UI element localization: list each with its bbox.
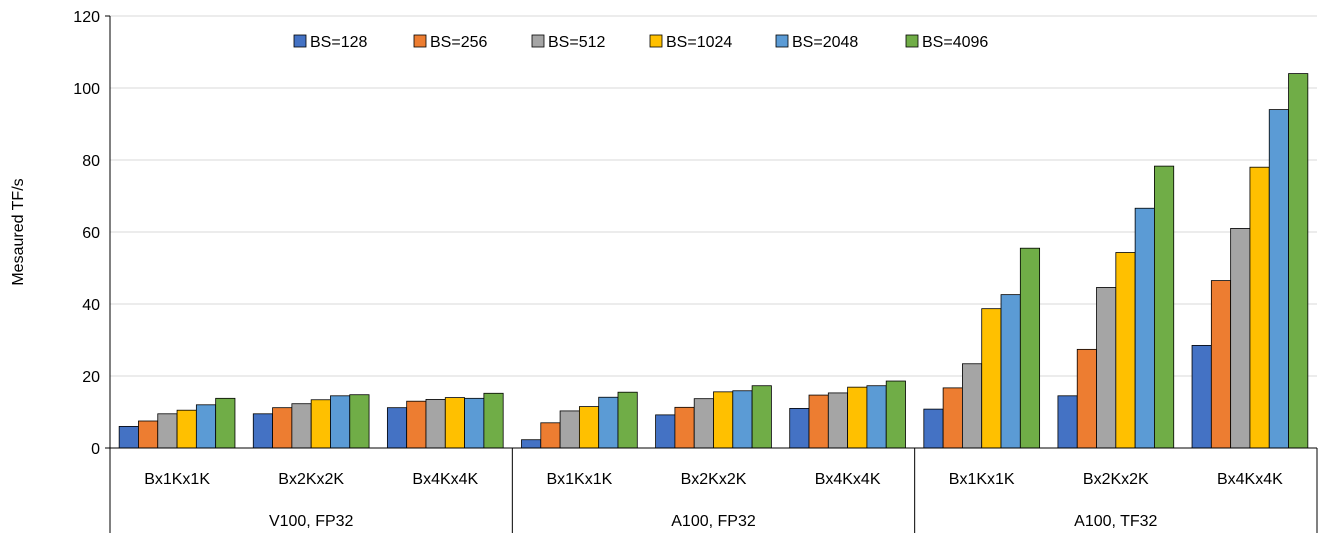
bar bbox=[1154, 165, 1175, 449]
bar bbox=[617, 391, 638, 449]
legend-swatch bbox=[293, 34, 307, 48]
x-category-label: Bx4Kx4K bbox=[412, 471, 478, 488]
bar bbox=[981, 308, 1002, 449]
x-category-label: Bx2Kx2K bbox=[681, 471, 747, 488]
bar bbox=[252, 413, 273, 449]
bar bbox=[330, 395, 351, 449]
legend-label: BS=2048 bbox=[792, 34, 858, 51]
bar bbox=[1268, 109, 1289, 449]
legend-label: BS=128 bbox=[310, 34, 367, 51]
bar bbox=[1057, 395, 1078, 449]
bar bbox=[885, 380, 906, 449]
x-category-label: Bx1Kx1K bbox=[144, 471, 210, 488]
bar bbox=[693, 398, 714, 449]
bar bbox=[464, 397, 485, 449]
bar bbox=[751, 385, 772, 449]
bar bbox=[215, 397, 236, 449]
bar bbox=[559, 410, 580, 449]
legend-swatch bbox=[775, 34, 789, 48]
bar bbox=[1096, 287, 1117, 449]
bar bbox=[1000, 294, 1021, 449]
bar bbox=[386, 407, 408, 449]
y-tick-label: 100 bbox=[73, 81, 100, 98]
bar bbox=[674, 406, 695, 449]
bar bbox=[808, 394, 829, 449]
bar bbox=[157, 413, 178, 449]
bar bbox=[655, 414, 676, 449]
bar bbox=[425, 398, 446, 449]
x-group-label: V100, FP32 bbox=[269, 513, 354, 530]
y-axis-title: Mesaured TF/s bbox=[10, 178, 27, 285]
y-tick-label: 60 bbox=[82, 225, 100, 242]
bar bbox=[195, 404, 217, 449]
y-tick-label: 20 bbox=[82, 369, 100, 386]
legend-label: BS=256 bbox=[430, 34, 487, 51]
bar bbox=[598, 396, 619, 449]
bar bbox=[521, 439, 542, 449]
bar bbox=[789, 407, 810, 449]
bar bbox=[1019, 247, 1041, 449]
bar bbox=[1115, 252, 1136, 449]
bar bbox=[176, 409, 197, 449]
bar bbox=[1210, 280, 1232, 449]
bar bbox=[847, 386, 868, 449]
legend-label: BS=1024 bbox=[666, 34, 732, 51]
bar bbox=[962, 363, 983, 449]
bar bbox=[310, 399, 331, 449]
bar-series bbox=[118, 73, 1309, 449]
bar bbox=[827, 392, 849, 449]
bar bbox=[1288, 73, 1309, 449]
bar bbox=[1191, 344, 1212, 449]
bar bbox=[923, 408, 944, 449]
bar bbox=[578, 406, 600, 449]
bar bbox=[540, 422, 561, 449]
bar bbox=[713, 391, 734, 449]
x-category-label: Bx1Kx1K bbox=[546, 471, 612, 488]
x-category-label: Bx2Kx2K bbox=[1083, 471, 1149, 488]
legend-swatch bbox=[905, 34, 919, 48]
y-tick-label: 80 bbox=[82, 153, 100, 170]
bar bbox=[444, 397, 465, 449]
y-tick-label: 40 bbox=[82, 297, 100, 314]
bar bbox=[1249, 166, 1270, 449]
legend-swatch bbox=[649, 34, 663, 48]
x-axis-group-labels: V100, FP32 A100, FP32 A100, TF32 bbox=[269, 513, 1158, 530]
legend-label: BS=512 bbox=[548, 34, 605, 51]
bar bbox=[349, 394, 370, 449]
bar bbox=[138, 420, 159, 449]
legend-swatch bbox=[531, 34, 545, 48]
bar bbox=[483, 392, 504, 449]
x-category-label: Bx2Kx2K bbox=[278, 471, 344, 488]
x-axis-category-labels: Bx1Kx1K Bx2Kx2K Bx4Kx4K Bx1Kx1K Bx2Kx2K Bx4Kx… bbox=[144, 471, 1283, 488]
y-axis-ticks: 0 20 40 60 80 100 120 bbox=[73, 9, 100, 458]
bar bbox=[866, 385, 887, 449]
bar bbox=[732, 390, 753, 449]
legend-label: BS=4096 bbox=[922, 34, 988, 51]
x-category-label: Bx4Kx4K bbox=[1217, 471, 1283, 488]
bar bbox=[291, 403, 312, 449]
bar bbox=[406, 400, 427, 449]
bar bbox=[942, 387, 963, 449]
axes bbox=[105, 15, 1318, 533]
y-tick-label: 0 bbox=[91, 441, 100, 458]
x-group-label: A100, FP32 bbox=[671, 513, 756, 530]
x-group-label: A100, TF32 bbox=[1074, 513, 1157, 530]
bar bbox=[1076, 348, 1097, 449]
bar bbox=[272, 407, 293, 449]
bar bbox=[1134, 207, 1155, 449]
bar bbox=[1230, 227, 1251, 449]
x-category-label: Bx1Kx1K bbox=[949, 471, 1015, 488]
bar bbox=[118, 425, 139, 449]
legend: BS=128 BS=256 BS=512 BS=1024 BS=2048 BS=4096 bbox=[293, 34, 988, 51]
y-tick-label: 120 bbox=[73, 9, 100, 26]
x-category-label: Bx4Kx4K bbox=[815, 471, 881, 488]
legend-swatch bbox=[413, 34, 427, 48]
